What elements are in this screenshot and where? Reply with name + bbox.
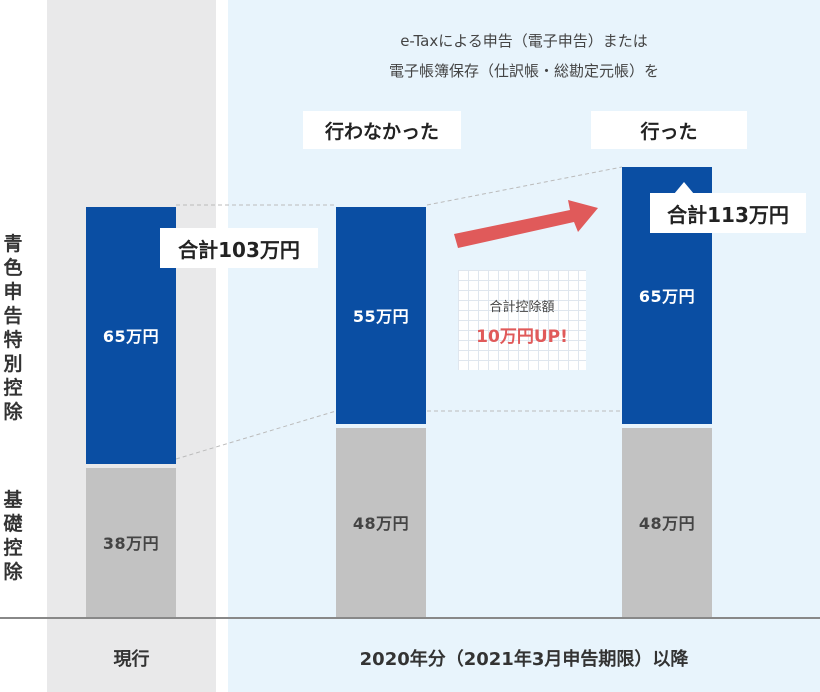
total-done: 合計113万円 bbox=[650, 193, 806, 233]
category-done: 行った bbox=[591, 111, 747, 149]
bar-label: 48万円 bbox=[638, 514, 696, 534]
deduction-callout: 合計控除額 10万円UP! bbox=[458, 270, 586, 370]
total-done-pointer bbox=[674, 182, 694, 194]
bar-label: 65万円 bbox=[638, 287, 696, 307]
increase-arrow bbox=[454, 200, 598, 248]
total-current: 合計103万円 bbox=[160, 228, 318, 268]
category-not-done: 行わなかった bbox=[303, 111, 461, 149]
period-future: 2020年分（2021年3月申告期限）以降 bbox=[359, 649, 689, 670]
bar-current-basic: 38万円 bbox=[86, 467, 176, 617]
baseline bbox=[0, 617, 820, 619]
bar-not-done-special: 55万円 bbox=[336, 206, 426, 424]
callout-title: 合計控除額 bbox=[489, 300, 555, 315]
period-current: 現行 bbox=[113, 649, 150, 670]
bar-not-done-basic: 48万円 bbox=[336, 427, 426, 617]
callout-value: 10万円UP! bbox=[476, 327, 568, 347]
row-label-special: 青色申告特別控除 bbox=[3, 233, 23, 423]
bar-done-basic: 48万円 bbox=[622, 427, 712, 617]
bar-label: 65万円 bbox=[102, 327, 160, 347]
bar-label: 38万円 bbox=[102, 534, 160, 554]
bar-label: 55万円 bbox=[352, 307, 410, 327]
header-line-1: e-Taxによる申告（電子申告）または bbox=[400, 32, 648, 50]
row-label-basic: 基礎控除 bbox=[3, 489, 23, 583]
bar-label: 48万円 bbox=[352, 514, 410, 534]
header-line-2: 電子帳簿保存（仕訳帳・総勘定元帳）を bbox=[388, 62, 659, 80]
